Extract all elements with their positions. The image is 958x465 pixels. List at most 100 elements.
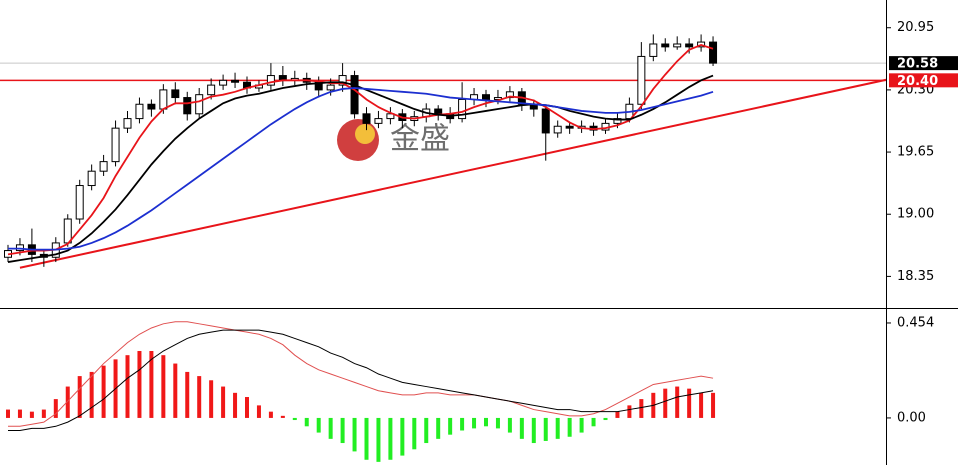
macd-bar bbox=[531, 417, 536, 444]
macd-bar bbox=[543, 417, 548, 441]
macd-bar bbox=[555, 417, 560, 439]
macd-bar bbox=[364, 417, 369, 460]
candle-body bbox=[362, 113, 371, 124]
macd-bar bbox=[711, 392, 716, 418]
macd-bar bbox=[448, 417, 453, 435]
y-tick-label: 0.00 bbox=[897, 410, 926, 425]
macd-bar bbox=[579, 417, 584, 433]
macd-bar bbox=[639, 399, 644, 418]
watermark: 金盛 bbox=[337, 119, 450, 161]
candle-body bbox=[183, 97, 192, 115]
price-tag-label: 20.58 bbox=[897, 57, 938, 72]
macd-bar bbox=[567, 417, 572, 437]
candle-body bbox=[326, 84, 335, 91]
macd-bar bbox=[675, 386, 680, 418]
candle-body bbox=[135, 103, 144, 120]
y-tick-label: 18.35 bbox=[897, 269, 934, 284]
macd-bar bbox=[424, 417, 429, 444]
macd-bar bbox=[29, 411, 34, 418]
macd-bar bbox=[615, 411, 620, 418]
macd-bar bbox=[161, 355, 166, 418]
macd-bar bbox=[591, 417, 596, 427]
candle-body bbox=[219, 79, 228, 86]
candle-body bbox=[159, 89, 168, 110]
macd-bar bbox=[280, 415, 285, 418]
macd-bar bbox=[472, 417, 477, 429]
macd-bar bbox=[352, 417, 357, 452]
candle-body bbox=[147, 103, 156, 110]
macd-bar bbox=[197, 376, 202, 418]
macd-bar bbox=[53, 399, 58, 418]
candle-body bbox=[63, 218, 72, 244]
macd-bar bbox=[376, 417, 381, 462]
ma-line bbox=[7, 43, 714, 256]
macd-bar bbox=[125, 355, 130, 418]
macd-bar bbox=[304, 417, 309, 427]
candle-body bbox=[661, 43, 670, 48]
candle-body bbox=[505, 91, 514, 99]
macd-bar bbox=[316, 417, 321, 433]
candle-body bbox=[709, 41, 718, 64]
candle-body bbox=[207, 84, 216, 96]
ma-line bbox=[8, 87, 714, 251]
macd-bar bbox=[292, 417, 297, 421]
macd-bar bbox=[603, 417, 608, 421]
candle-body bbox=[87, 170, 96, 187]
macd-bar bbox=[221, 386, 226, 418]
candle-body bbox=[673, 43, 682, 48]
price-tag bbox=[889, 73, 958, 88]
candle-body bbox=[649, 43, 658, 57]
candle-body bbox=[195, 94, 204, 115]
macd-bar bbox=[507, 417, 512, 433]
macd-bar bbox=[77, 376, 82, 418]
candle-body bbox=[231, 79, 240, 83]
macd-panel bbox=[6, 321, 716, 462]
macd-bar bbox=[340, 417, 345, 444]
watermark-logo bbox=[355, 124, 375, 144]
candle-body bbox=[565, 125, 574, 129]
macd-line bbox=[8, 329, 714, 431]
y-tick-label: 0.454 bbox=[897, 315, 934, 330]
macd-bar bbox=[173, 363, 178, 418]
macd-bar bbox=[185, 371, 190, 418]
price-tag-label: 20.40 bbox=[897, 74, 938, 89]
candle-body bbox=[434, 108, 443, 115]
candle-body bbox=[613, 118, 622, 124]
macd-bar bbox=[6, 409, 10, 418]
macd-bar bbox=[256, 405, 261, 418]
macd-bar bbox=[65, 386, 70, 418]
candle-body bbox=[314, 81, 323, 91]
price-panel bbox=[0, 34, 886, 269]
candle-body bbox=[75, 185, 84, 220]
candle-body bbox=[637, 55, 646, 105]
macd-bar bbox=[328, 417, 333, 439]
ma-line bbox=[7, 74, 714, 263]
candle-body bbox=[350, 75, 359, 115]
macd-bar bbox=[41, 409, 46, 418]
watermark-text: 金盛 bbox=[390, 122, 450, 157]
macd-bar bbox=[687, 388, 692, 418]
macd-line bbox=[8, 321, 714, 427]
candle-body bbox=[171, 89, 180, 99]
y-tick-label: 20.95 bbox=[897, 20, 934, 35]
y-tick-label: 19.65 bbox=[897, 145, 934, 160]
candle-body bbox=[553, 125, 562, 134]
price-tag bbox=[889, 56, 958, 71]
macd-bar bbox=[412, 417, 417, 450]
candle-body bbox=[338, 75, 347, 86]
macd-bar bbox=[17, 409, 22, 418]
macd-bar bbox=[627, 405, 632, 418]
macd-bar bbox=[484, 417, 488, 427]
candle-body bbox=[482, 94, 490, 100]
macd-bar bbox=[137, 350, 142, 418]
candle-body bbox=[458, 98, 467, 120]
macd-bar bbox=[233, 392, 238, 418]
macd-bar bbox=[663, 388, 668, 418]
macd-bar bbox=[519, 417, 524, 439]
macd-bar bbox=[400, 417, 405, 456]
candle-body bbox=[123, 118, 132, 129]
candle-body bbox=[541, 108, 550, 134]
candle-body bbox=[685, 43, 694, 48]
